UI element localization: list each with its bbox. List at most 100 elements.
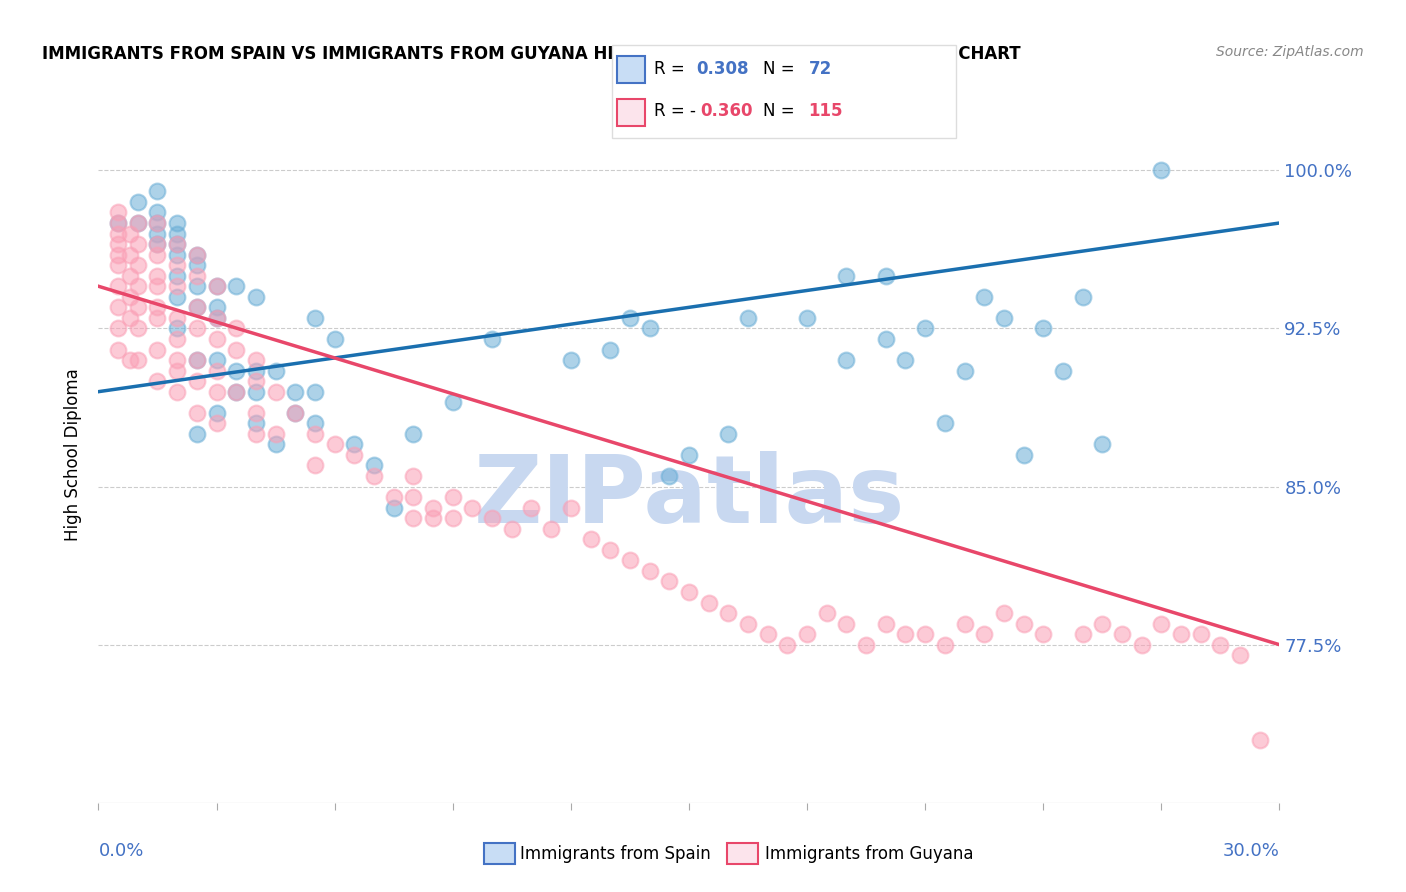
Point — [796, 310, 818, 325]
Point — [481, 332, 503, 346]
Point — [461, 500, 484, 515]
Point — [166, 279, 188, 293]
Point — [118, 227, 141, 241]
Point — [422, 511, 444, 525]
Point — [1032, 627, 1054, 641]
Point — [540, 522, 562, 536]
Y-axis label: High School Diploma: High School Diploma — [65, 368, 83, 541]
Point — [914, 321, 936, 335]
Text: N =: N = — [763, 60, 806, 78]
Text: IMMIGRANTS FROM SPAIN VS IMMIGRANTS FROM GUYANA HIGH SCHOOL DIPLOMA CORRELATION : IMMIGRANTS FROM SPAIN VS IMMIGRANTS FROM… — [42, 45, 1021, 62]
Point — [146, 237, 169, 252]
Point — [284, 384, 307, 399]
Point — [678, 585, 700, 599]
Text: N =: N = — [763, 103, 806, 120]
Point — [225, 384, 247, 399]
Point — [245, 353, 267, 368]
Point — [402, 511, 425, 525]
Point — [1012, 616, 1035, 631]
Point — [166, 268, 188, 283]
Point — [186, 321, 208, 335]
Point — [1032, 321, 1054, 335]
Text: Immigrants from Spain: Immigrants from Spain — [520, 845, 711, 863]
Point — [619, 310, 641, 325]
Point — [107, 205, 129, 219]
Point — [146, 279, 169, 293]
Point — [245, 406, 267, 420]
Point — [914, 627, 936, 641]
Point — [717, 606, 740, 620]
Point — [146, 216, 169, 230]
Point — [205, 384, 228, 399]
Point — [304, 310, 326, 325]
Point — [264, 426, 287, 441]
Point — [127, 194, 149, 209]
Point — [579, 533, 602, 547]
Point — [264, 384, 287, 399]
Point — [382, 500, 405, 515]
Point — [1012, 448, 1035, 462]
Point — [166, 332, 188, 346]
Point — [245, 426, 267, 441]
Point — [205, 332, 228, 346]
Point — [127, 321, 149, 335]
Point — [186, 374, 208, 388]
Point — [166, 258, 188, 272]
Point — [225, 363, 247, 377]
Point — [835, 616, 858, 631]
Point — [776, 638, 799, 652]
Point — [560, 353, 582, 368]
Point — [520, 500, 543, 515]
Point — [993, 606, 1015, 620]
Point — [1071, 290, 1094, 304]
Point — [107, 247, 129, 261]
Point — [934, 417, 956, 431]
Point — [245, 417, 267, 431]
Point — [304, 426, 326, 441]
Point — [382, 490, 405, 504]
Text: R = -: R = - — [654, 103, 696, 120]
Point — [304, 458, 326, 473]
Point — [1052, 363, 1074, 377]
Point — [166, 247, 188, 261]
Point — [599, 343, 621, 357]
Point — [815, 606, 838, 620]
Point — [1091, 437, 1114, 451]
Text: 115: 115 — [808, 103, 844, 120]
Point — [363, 469, 385, 483]
Point — [1130, 638, 1153, 652]
Point — [146, 310, 169, 325]
Point — [402, 469, 425, 483]
Point — [560, 500, 582, 515]
Point — [127, 301, 149, 315]
Point — [245, 384, 267, 399]
Point — [678, 448, 700, 462]
Point — [304, 417, 326, 431]
Point — [1150, 163, 1173, 178]
Point — [146, 343, 169, 357]
Point — [146, 301, 169, 315]
Point — [166, 227, 188, 241]
Point — [186, 406, 208, 420]
Point — [973, 627, 995, 641]
Point — [855, 638, 877, 652]
Point — [422, 500, 444, 515]
Text: Immigrants from Guyana: Immigrants from Guyana — [765, 845, 973, 863]
Point — [1229, 648, 1251, 663]
Point — [225, 384, 247, 399]
Point — [1111, 627, 1133, 641]
Point — [186, 258, 208, 272]
Point — [658, 574, 681, 589]
Point — [186, 353, 208, 368]
Point — [127, 216, 149, 230]
Point — [737, 310, 759, 325]
Point — [323, 437, 346, 451]
Point — [481, 511, 503, 525]
Point — [166, 353, 188, 368]
Text: 0.360: 0.360 — [700, 103, 752, 120]
Point — [146, 227, 169, 241]
Point — [363, 458, 385, 473]
Point — [127, 216, 149, 230]
Point — [835, 268, 858, 283]
Point — [186, 301, 208, 315]
